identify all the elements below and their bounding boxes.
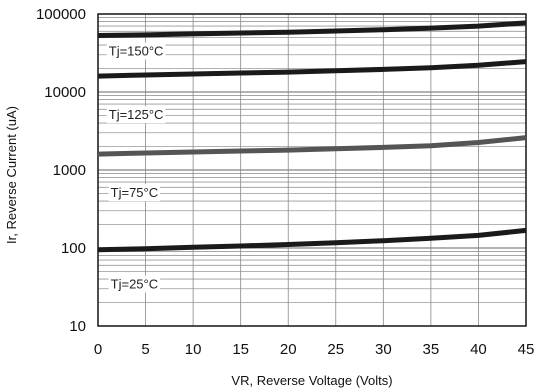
curve-label: Tj=150°C: [109, 44, 164, 59]
x-tick-label: 0: [94, 341, 102, 358]
x-tick-label: 35: [423, 341, 440, 358]
series-line-1: [97, 20, 527, 38]
grid: [97, 14, 527, 327]
curve-label: Tj=125°C: [109, 107, 164, 122]
curve-label: Tj=25°C: [111, 277, 158, 292]
y-axis-title: Ir, Reverse Current (uA): [4, 106, 19, 244]
series-line-4: [97, 227, 527, 253]
plot-border: [97, 13, 527, 327]
x-tick-label: 40: [470, 341, 487, 358]
x-tick-label: 10: [185, 341, 202, 358]
x-tick-label: 20: [280, 341, 297, 358]
x-tick-label: 15: [232, 341, 249, 358]
curve-label-background: [108, 184, 161, 202]
series-line-3: [97, 135, 527, 157]
x-tick-label: 25: [327, 341, 344, 358]
plot-frame: [97, 13, 527, 327]
y-tick-label: 10000: [44, 84, 86, 101]
x-tick-label: 45: [518, 341, 535, 358]
y-tick-label: 10: [69, 318, 86, 335]
y-axis-ticks: 10 100 1000 10000 100000: [36, 6, 86, 335]
curve-label-background: [106, 42, 166, 60]
y-tick-label: 1000: [53, 162, 86, 179]
x-tick-label: 30: [375, 341, 392, 358]
x-axis-title: VR, Reverse Voltage (Volts): [231, 373, 392, 388]
series-layer: [97, 20, 527, 253]
y-tick-label: 100000: [36, 6, 86, 23]
x-axis-ticks: 0 5 10 15 20 25 30 35 40 45: [94, 341, 535, 358]
curve-label: Tj=75°C: [111, 185, 158, 200]
curve-label-background: [108, 275, 161, 293]
annotations: Tj=150°C Tj=125°C Tj=75°C Tj=25°C: [106, 42, 166, 293]
curve-label-background: [106, 106, 166, 124]
series-line-2: [97, 59, 527, 79]
y-tick-label: 100: [61, 240, 86, 257]
x-tick-label: 5: [141, 341, 149, 358]
